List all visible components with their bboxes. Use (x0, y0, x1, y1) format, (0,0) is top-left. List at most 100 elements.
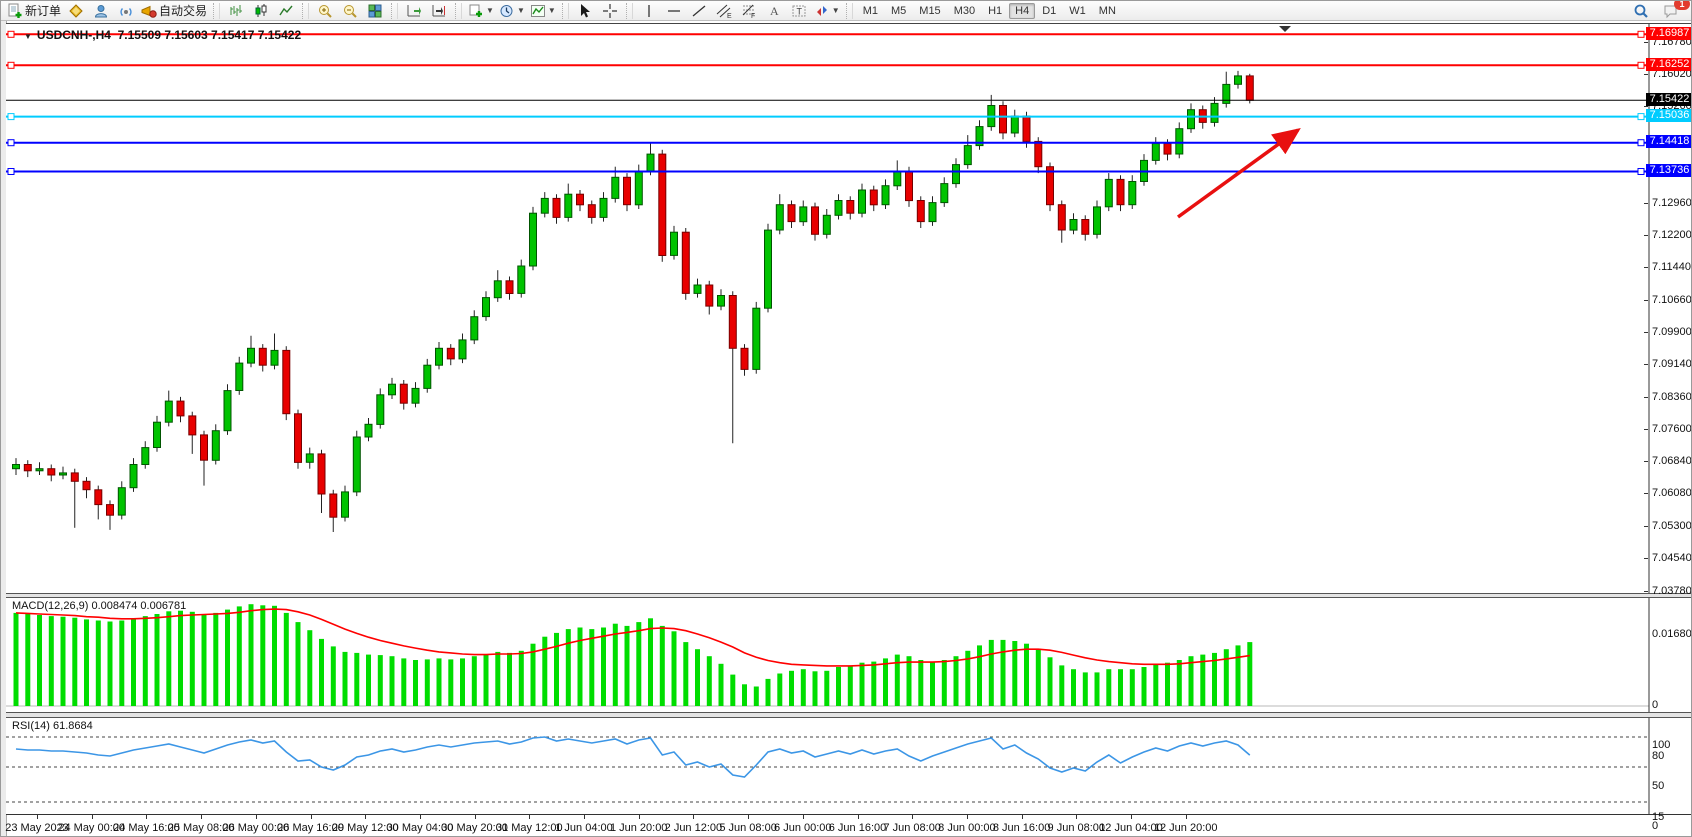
candle-down (106, 504, 114, 516)
candle-up (352, 436, 361, 493)
search-button[interactable] (1629, 2, 1653, 20)
timeframe-h1[interactable]: H1 (988, 4, 1003, 17)
macd-bar (60, 616, 66, 706)
time-tick-mark (474, 815, 476, 819)
line-handle[interactable] (7, 61, 15, 69)
macd-bar (13, 612, 19, 706)
candle-down (23, 464, 32, 472)
timeframe-mn[interactable]: MN (1098, 4, 1116, 17)
macd-panel[interactable]: MACD(12,26,9) 0.008474 0.006781 (6, 598, 1691, 712)
arrows-button[interactable]: ▼ (812, 2, 842, 20)
new-order-button[interactable]: 新订单 (5, 2, 63, 20)
panel-splitter[interactable] (6, 712, 1691, 718)
macd-bar (777, 673, 783, 706)
rsi-level-label: 100 (1652, 739, 1671, 751)
candle-up (435, 347, 443, 366)
one-click-collapse-icon[interactable]: ▼ (24, 32, 32, 41)
candle-down (587, 204, 596, 218)
tile-windows-button[interactable] (363, 2, 387, 20)
cursor-button[interactable] (573, 2, 597, 20)
macd-bar (507, 652, 512, 706)
line-handle[interactable] (7, 168, 15, 175)
timeframe-h4[interactable]: H4 (1009, 2, 1036, 19)
price-tick: 7.12960 (1652, 196, 1692, 209)
candle-up (799, 206, 808, 223)
timeframe-d1[interactable]: D1 (1042, 4, 1057, 17)
time-label: 24 May 00:00 (58, 822, 126, 834)
auto-scroll-button[interactable] (402, 2, 426, 20)
line-handle[interactable] (7, 113, 15, 121)
candle-up (247, 347, 255, 364)
price-chart-panel[interactable]: ▼ USDCNH-,H4 7.15509 7.15603 7.15417 7.15… (6, 23, 1691, 594)
macd-bar (1176, 660, 1182, 706)
trendline-button[interactable] (687, 2, 711, 20)
time-tick-mark (912, 815, 914, 819)
line-handle[interactable] (7, 30, 15, 38)
price-tick-mark (1644, 493, 1648, 495)
timeframe-m15[interactable]: M15 (919, 4, 941, 17)
candle-up (482, 297, 490, 318)
price-tick: 7.04540 (1652, 552, 1692, 565)
community-button[interactable] (89, 2, 113, 20)
zoom-out-button[interactable] (338, 2, 362, 20)
timeframe-m1[interactable]: M1 (862, 4, 878, 17)
line-handle[interactable] (1637, 113, 1645, 121)
gold-gem-icon (69, 3, 83, 18)
zoom-in-button[interactable] (313, 2, 337, 20)
macd-bar (283, 612, 289, 706)
time-label: 26 May 00:00 (222, 822, 290, 834)
macd-bar (941, 660, 947, 706)
horizontal-line-icon (667, 9, 680, 12)
macd-bar (1247, 642, 1253, 706)
line-chart-button[interactable] (274, 2, 298, 20)
line-handle[interactable] (1637, 30, 1645, 38)
timeframe-m30[interactable]: M30 (953, 4, 976, 17)
fibonacci-button[interactable]: F (737, 2, 761, 20)
candle-up (458, 339, 467, 360)
price-tick: 7.05300 (1652, 520, 1692, 533)
trendline-icon (692, 5, 706, 16)
indicators-button[interactable]: ▼ (528, 2, 558, 20)
candle-up (341, 491, 349, 518)
line-handle[interactable] (1637, 139, 1645, 147)
macd-label: MACD(12,26,9) 0.008474 0.006781 (12, 600, 187, 612)
line-handle[interactable] (1637, 168, 1645, 175)
chart-shift-button[interactable] (427, 2, 451, 20)
timeframe-w1[interactable]: W1 (1069, 4, 1086, 17)
equidistant-channel-button[interactable]: E (712, 2, 736, 20)
autotrading-button[interactable]: 自动交易 (139, 2, 209, 20)
candlestick-chart-button[interactable] (249, 2, 273, 20)
timeframe-m5[interactable]: M5 (891, 4, 907, 17)
panel-splitter[interactable] (6, 593, 1691, 598)
candle-up (470, 316, 479, 341)
signals-button[interactable] (114, 2, 138, 20)
price-tick: 7.09900 (1652, 326, 1692, 338)
macd-bar (988, 639, 994, 706)
trend-arrow-object[interactable] (1176, 127, 1301, 219)
line-handle[interactable] (7, 139, 15, 147)
candle-down (294, 413, 302, 463)
macd-bar (213, 612, 219, 706)
candle-up (59, 472, 67, 476)
text-label-button[interactable]: T (787, 2, 811, 20)
time-tick-mark (91, 815, 93, 819)
time-label: 2 Jun 12:00 (664, 822, 723, 834)
candle-down (176, 400, 185, 417)
new-chart-button[interactable]: ▼ (466, 2, 496, 20)
horizontal-line-button[interactable] (662, 2, 686, 20)
chart-shift-marker[interactable] (1279, 26, 1291, 32)
rsi-panel[interactable]: RSI(14) 61.8684 (6, 718, 1691, 815)
crosshair-button[interactable] (598, 2, 622, 20)
vertical-line-button[interactable] (637, 2, 661, 20)
notifications-button[interactable]: 1 (1659, 1, 1690, 20)
price-badge: 7.16987 (1646, 26, 1691, 40)
price-badge: 7.16252 (1646, 57, 1691, 71)
bar-chart-button[interactable] (224, 2, 248, 20)
candle-up (940, 183, 949, 204)
line-handle[interactable] (1637, 61, 1645, 69)
mql5-button[interactable] (64, 2, 88, 20)
text-button[interactable]: A (762, 2, 786, 20)
candle-down (1163, 143, 1172, 155)
profiles-button[interactable]: ▼ (497, 2, 527, 20)
time-tick-mark (748, 815, 750, 819)
